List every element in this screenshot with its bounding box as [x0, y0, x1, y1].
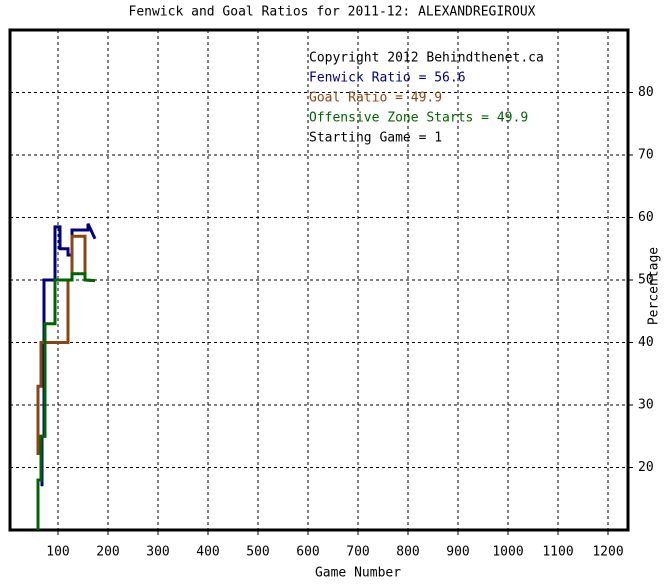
x-tick-label: 1100: [542, 545, 573, 560]
x-tick-label: 700: [346, 545, 369, 560]
x-axis-label: Game Number: [315, 566, 401, 581]
x-tick-label: 500: [246, 545, 269, 560]
y-tick-label: 20: [638, 460, 654, 475]
y-tick-label: 50: [638, 273, 654, 288]
annotation: Goal Ratio = 49.9: [309, 91, 442, 106]
x-tick-label: 300: [146, 545, 169, 560]
data-line: [36, 272, 96, 530]
y-tick-label: 30: [638, 398, 654, 413]
y-tick-label: 60: [638, 210, 654, 225]
x-tick-label: 900: [446, 545, 469, 560]
x-tick-label: 1000: [492, 545, 523, 560]
y-axis-label: Percentage: [647, 247, 662, 325]
x-tick-label: 400: [196, 545, 219, 560]
x-tick-label: 1200: [592, 545, 623, 560]
x-tick-label: 200: [96, 545, 119, 560]
y-tick-label: 80: [638, 85, 654, 100]
data-line: [36, 234, 96, 455]
x-tick-label: 800: [396, 545, 419, 560]
data-line: [40, 223, 97, 487]
x-tick-label: 100: [46, 545, 69, 560]
x-tick-label: 600: [296, 545, 319, 560]
y-tick-label: 70: [638, 148, 654, 163]
annotation: Fenwick Ratio = 56.6: [309, 71, 466, 86]
annotation: Copyright 2012 Behindthenet.ca: [309, 51, 544, 66]
y-tick-label: 40: [638, 335, 654, 350]
annotation: Offensive Zone Starts = 49.9: [309, 111, 528, 126]
chart-title: Fenwick and Goal Ratios for 2011-12: ALE…: [129, 5, 536, 20]
plot-frame: [8, 28, 630, 532]
annotation: Starting Game = 1: [309, 131, 442, 146]
